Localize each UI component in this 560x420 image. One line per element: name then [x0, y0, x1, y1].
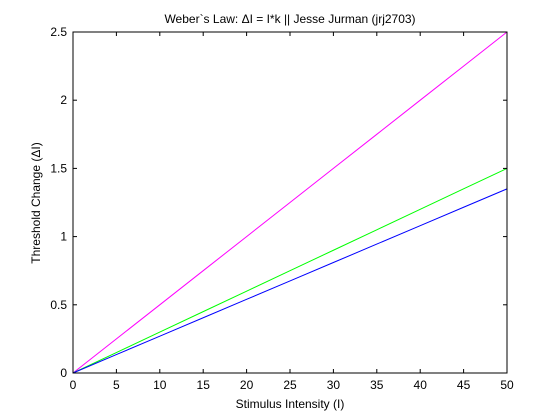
x-tick-label: 15	[197, 378, 211, 392]
chart-title: Weber`s Law: ΔI = I*k || Jesse Jurman (j…	[164, 12, 415, 26]
y-tick-label: 2.5	[50, 25, 67, 39]
x-tick-label: 45	[457, 378, 471, 392]
x-tick-label: 30	[327, 378, 341, 392]
series-layer	[72, 31, 508, 374]
y-tick-label: 0.5	[50, 298, 67, 312]
x-tick-label: 10	[153, 378, 167, 392]
y-tick-label: 2	[60, 93, 67, 107]
x-axis-label: Stimulus Intensity (I)	[236, 397, 345, 411]
y-axis-label: Threshold Change (ΔI)	[29, 142, 43, 263]
x-tick-label: 35	[370, 378, 384, 392]
x-tick-label: 20	[240, 378, 254, 392]
x-tick-label: 25	[283, 378, 297, 392]
x-tick-label: 5	[113, 378, 120, 392]
y-tick-label: 1	[60, 230, 67, 244]
x-tick-label: 50	[500, 378, 514, 392]
series-line-2	[72, 167, 508, 374]
y-tick-label: 0	[60, 366, 67, 380]
x-tick-label: 40	[414, 378, 428, 392]
plot-frame	[72, 31, 508, 374]
series-line-1	[72, 31, 508, 374]
y-tick-label: 1.5	[50, 161, 67, 175]
x-tick-label: 0	[70, 378, 77, 392]
series-line-3	[72, 188, 508, 374]
tick-layer: 0 5 10 15 20 25 30 35 40 45 50 0 0.5 1 1.5 2 2.5	[50, 25, 514, 392]
